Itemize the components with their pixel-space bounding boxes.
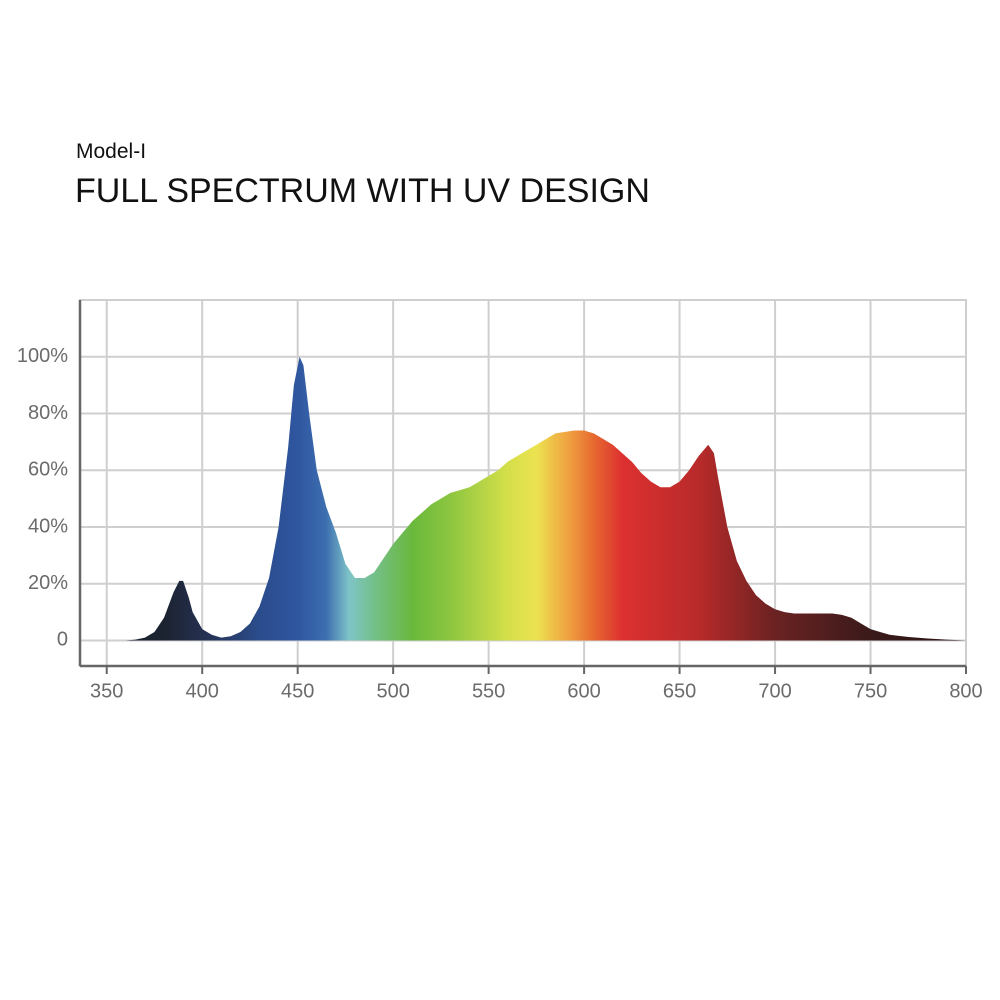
x-tick-label: 750 (854, 680, 887, 702)
y-tick-label: 0 (57, 629, 68, 651)
x-tick-label: 700 (758, 680, 791, 702)
x-tick-label: 600 (567, 680, 600, 702)
x-tick-label: 800 (949, 680, 982, 702)
x-tick-label: 350 (90, 680, 123, 702)
x-tick-label: 450 (281, 680, 314, 702)
x-tick-label: 400 (186, 680, 219, 702)
y-tick-label: 40% (28, 515, 68, 537)
y-tick-label: 20% (28, 572, 68, 594)
spectrum-area (106, 356, 967, 641)
subtitle: Model-I (76, 140, 147, 163)
title: FULL SPECTRUM WITH UV DESIGN (75, 172, 650, 210)
y-tick-label: 100% (17, 345, 68, 367)
x-tick-label: 650 (663, 680, 696, 702)
x-tick-label: 500 (376, 680, 409, 702)
y-tick-label: 60% (28, 459, 68, 481)
y-tick-label: 80% (28, 402, 68, 424)
x-tick-label: 550 (472, 680, 505, 702)
